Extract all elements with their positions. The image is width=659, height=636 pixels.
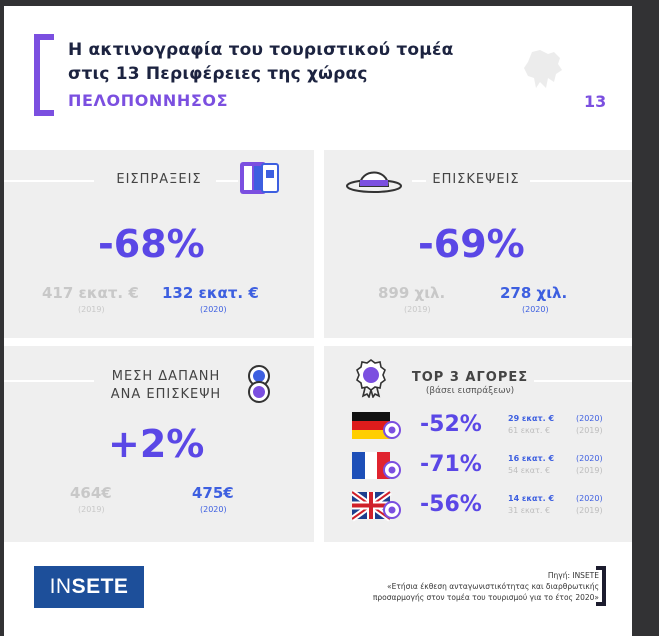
receipts-2019-value: 417 εκατ. € [42,284,139,302]
source-line-3: προσαρμογής στον τομέα του τουρισμού για… [372,593,599,602]
france-change: -71% [420,452,482,477]
uk-2019-value: 31 εκατ. € [508,506,551,515]
avg-spend-label: ΜΕΣΗ ΔΑΠΑΝΗ ΑΝΑ ΕΠΙΣΚΕΨΗ [96,368,236,404]
region-number: 13 [584,92,607,111]
uk-2020-year: (2020) [576,494,603,503]
right-bracket-decoration [596,566,606,606]
receipts-2019-year: (2019) [78,305,105,314]
germany-2019-year: (2019) [576,426,603,435]
source-line-2: «Ετήσια έκθεση ανταγωνιστικότητας και δι… [387,582,599,591]
region-name: ΠΕΛΟΠΟΝΝΗΣΟΣ [68,91,229,110]
france-2020-value: 16 εκατ. € [508,454,555,463]
visits-change: -69% [418,222,525,266]
germany-2020-value: 29 εκατ. € [508,414,555,423]
avg-spend-2019-value: 464€ [70,484,112,502]
france-2019-year: (2019) [576,466,603,475]
avg-spend-2020-value: 475€ [192,484,234,502]
divider-line [530,180,632,182]
source-citation: Πηγή: INSETE «Ετήσια έκθεση ανταγωνιστικ… [373,570,599,603]
divider-line [534,380,632,382]
hat-icon [346,171,402,193]
infographic-title: Η ακτινογραφία του τουριστικού τομέα στι… [68,38,454,86]
germany-2019-value: 61 εκατ. € [508,426,551,435]
uk-2019-year: (2019) [576,506,603,515]
top-markets-label: TOP 3 ΑΓΟΡΕΣ [411,370,529,385]
receipts-2020-year: (2020) [200,305,227,314]
germany-2020-year: (2020) [576,414,603,423]
germany-change: -52% [420,412,482,437]
coins-icon [248,365,270,403]
receipts-change: -68% [98,222,205,266]
france-flag-icon [352,452,401,479]
payment-terminal-icon [240,162,279,194]
receipts-2020-value: 132 εκατ. € [162,284,259,302]
germany-flag-icon [352,412,401,439]
visits-label: ΕΠΙΣΚΕΨΕΙΣ [432,172,520,187]
logo-text-part1: IN [49,575,72,598]
title-line-1: Η ακτινογραφία του τουριστικού τομέα [68,40,454,60]
uk-2020-value: 14 εκατ. € [508,494,555,503]
peloponnese-map-icon [524,50,562,88]
title-line-2: στις 13 Περιφέρειες της χώρας [68,64,368,84]
france-2020-year: (2020) [576,454,603,463]
united-kingdom-flag-icon [352,490,401,522]
avg-spend-label-line2: ΑΝΑ ΕΠΙΣΚΕΨΗ [110,387,222,402]
insete-logo: IN SETE [34,566,144,608]
left-bracket-decoration [34,34,54,116]
avg-spend-label-line1: ΜΕΣΗ ΔΑΠΑΝΗ [111,369,221,384]
divider-line [4,380,94,382]
top-markets-sublabel: (βάσει εισπράξεων) [425,386,515,396]
avg-spend-2019-year: (2019) [78,505,105,514]
avg-spend-change: +2% [108,422,205,466]
avg-spend-2020-year: (2020) [200,505,227,514]
visits-2020-value: 278 χιλ. [500,284,568,302]
receipts-label: ΕΙΣΠΡΑΞΕΙΣ [116,172,202,187]
visits-2019-year: (2019) [404,305,431,314]
source-line-1: Πηγή: INSETE [547,571,599,580]
logo-text-part2: SETE [71,575,129,598]
visits-2019-value: 899 χιλ. [378,284,446,302]
france-2019-value: 54 εκατ. € [508,466,551,475]
divider-line [412,180,426,182]
award-rosette-icon [356,359,386,398]
divider-line [4,180,94,182]
visits-2020-year: (2020) [522,305,549,314]
uk-change: -56% [420,492,482,517]
divider-line [216,180,238,182]
